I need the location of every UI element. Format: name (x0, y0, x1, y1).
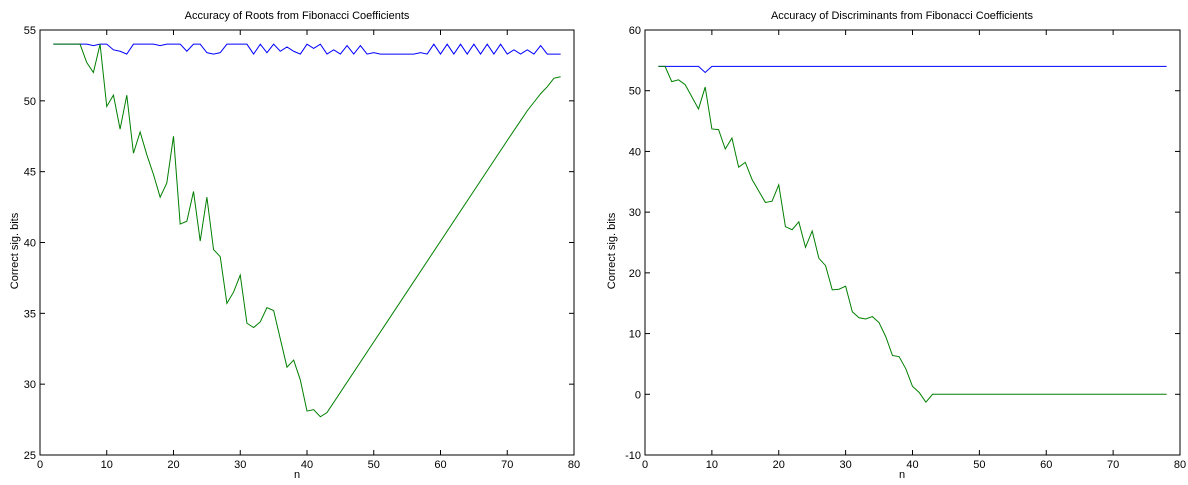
x-tick-label: 10 (101, 459, 113, 471)
chart-title: Accuracy of Roots from Fibonacci Coeffic… (185, 10, 410, 22)
y-tick-label: 50 (24, 96, 36, 108)
plot-area-frame (644, 29, 1181, 456)
x-tick-label: 60 (434, 459, 446, 471)
x-tick-label: 80 (1174, 459, 1186, 471)
y-tick-label: 40 (629, 146, 641, 158)
x-tick-label: 50 (973, 459, 985, 471)
x-tick-label: 80 (568, 459, 580, 471)
x-axis-label: n (294, 469, 300, 480)
y-tick-label: 35 (24, 308, 36, 320)
series-line-green (53, 43, 561, 418)
x-axis-label: n (899, 469, 905, 480)
y-tick-label: 60 (629, 25, 641, 37)
roots-accuracy-chart: Accuracy of Roots from Fibonacci Coeffic… (9, 10, 580, 481)
series-line-blue (53, 43, 561, 55)
x-tick-label: 70 (1107, 459, 1119, 471)
y-tick-label: 30 (629, 207, 641, 219)
y-tick-label: 25 (24, 450, 36, 462)
x-tick-label: 10 (706, 459, 718, 471)
y-tick-label: 40 (24, 238, 36, 250)
y-tick-label: 50 (629, 86, 641, 98)
x-tick-label: 30 (840, 459, 852, 471)
x-tick-label: 0 (642, 459, 648, 471)
x-tick-label: 0 (37, 459, 43, 471)
chart-title: Accuracy of Discriminants from Fibonacci… (771, 10, 1034, 22)
series-line-blue (658, 65, 1167, 74)
x-tick-label: 40 (906, 459, 918, 471)
y-axis-label: Correct sig. bits (606, 212, 618, 289)
y-tick-label: 45 (24, 167, 36, 179)
y-tick-label: -10 (625, 450, 641, 462)
plot-area-frame (39, 29, 575, 456)
series-line-green (658, 65, 1167, 404)
discriminants-accuracy-chart: Accuracy of Discriminants from Fibonacci… (606, 10, 1186, 481)
x-tick-label: 20 (773, 459, 785, 471)
y-tick-label: 30 (24, 379, 36, 391)
x-tick-label: 70 (501, 459, 513, 471)
x-tick-label: 30 (234, 459, 246, 471)
x-tick-label: 20 (167, 459, 179, 471)
y-tick-label: 10 (629, 329, 641, 341)
y-tick-label: 55 (24, 25, 36, 37)
x-tick-label: 40 (301, 459, 313, 471)
y-axis-label: Correct sig. bits (9, 212, 21, 289)
y-tick-label: 20 (629, 268, 641, 280)
y-tick-label: 0 (635, 389, 641, 401)
x-tick-label: 60 (1040, 459, 1052, 471)
x-tick-label: 50 (368, 459, 380, 471)
